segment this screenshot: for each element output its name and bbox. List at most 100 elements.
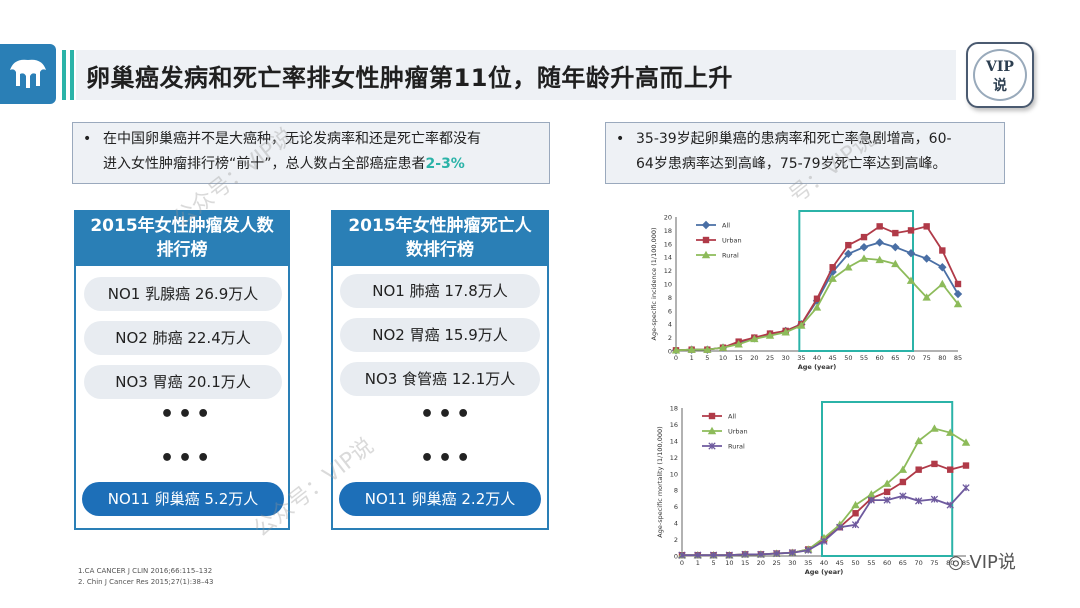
data-point-rural <box>938 279 947 288</box>
ellipsis: ••• <box>160 446 215 471</box>
x-tick-label: 55 <box>860 354 868 362</box>
x-axis-label: Age (year) <box>805 568 844 576</box>
x-axis-label: Age (year) <box>798 363 837 371</box>
y-tick-label: 16 <box>664 240 672 248</box>
y-axis-label: Age-specific mortality (1/100,000) <box>656 426 664 537</box>
rank-item-ovarian: NO11 卵巢癌 5.2万人 <box>82 482 284 516</box>
x-tick-label: 40 <box>820 559 828 567</box>
x-tick-label: 35 <box>797 354 805 362</box>
data-point-rural <box>899 492 907 500</box>
data-point-rural <box>671 346 681 354</box>
vip-badge: VIP 说 <box>966 42 1034 108</box>
bullet-box-left: • 在中国卵巢癌并不是大癌种，无论发病率和还是死亡率都没有 进入女性肿瘤排行榜“… <box>72 122 550 184</box>
x-tick-label: 85 <box>962 559 970 567</box>
logo-icon <box>10 59 46 88</box>
data-point-rural <box>765 331 775 339</box>
data-point-rural <box>875 255 884 264</box>
data-point-all <box>875 238 884 247</box>
data-point-urban <box>892 229 899 237</box>
data-point-urban <box>914 436 923 445</box>
x-tick-label: 40 <box>813 354 821 362</box>
reference-item: 1.CA CANCER J CLIN 2016;66:115–132 <box>78 567 213 575</box>
rank-item-ovarian: NO11 卵巢癌 2.2万人 <box>339 482 541 516</box>
legend-marker <box>708 442 716 450</box>
brand-text: VIP说 <box>969 552 1016 573</box>
x-tick-label: 15 <box>741 559 749 567</box>
x-tick-label: 50 <box>844 354 852 362</box>
x-tick-label: 5 <box>711 559 715 567</box>
rank-item: NO2 胃癌 15.9万人 <box>340 318 540 352</box>
x-tick-label: 65 <box>899 559 907 567</box>
data-point-rural <box>781 328 790 336</box>
data-point-rural <box>718 343 728 351</box>
bullet-line: 64岁患病率达到高峰，75-79岁死亡率达到高峰。 <box>636 156 947 172</box>
x-tick-label: 20 <box>750 354 758 362</box>
data-point-urban <box>845 241 852 249</box>
panel-title-line: 数排行榜 <box>406 240 474 260</box>
data-point-urban <box>923 223 930 230</box>
data-point-rural <box>867 496 875 504</box>
rank-item: NO1 肺癌 17.8万人 <box>340 274 540 308</box>
x-tick-label: 10 <box>719 354 727 362</box>
data-point-rural <box>797 321 806 329</box>
legend-label: All <box>728 413 736 421</box>
data-point-rural <box>962 484 970 492</box>
ellipsis: ••• <box>420 446 475 471</box>
bullet-box-right: • 35-39岁起卵巢癌的患病率和死亡率急剧增高，60- 64岁患病率达到高峰，… <box>605 122 1005 184</box>
x-tick-label: 5 <box>705 354 709 362</box>
data-point-urban <box>946 428 955 436</box>
data-point-rural <box>836 523 844 531</box>
y-tick-label: 8 <box>674 487 678 495</box>
y-tick-label: 14 <box>664 254 672 262</box>
data-point-rural <box>678 551 686 559</box>
x-tick-label: 1 <box>696 559 700 567</box>
incidence-rank-title: 2015年女性肿瘤发人数 排行榜 <box>74 210 290 266</box>
x-tick-label: 35 <box>804 559 812 567</box>
x-tick-label: 55 <box>867 559 875 567</box>
y-tick-label: 6 <box>674 503 678 511</box>
y-tick-label: 0 <box>674 553 678 561</box>
x-tick-label: 15 <box>735 354 743 362</box>
brand-watermark: ◎ VIP说 <box>948 548 1016 574</box>
bullet-line: 进入女性肿瘤排行榜“前十”，总人数占全部癌症患者2-3% <box>103 152 541 177</box>
data-point-rural <box>773 549 781 558</box>
legend-marker <box>702 236 710 244</box>
data-point-all <box>953 289 963 299</box>
x-tick-label: 75 <box>923 354 931 362</box>
badge-text: 说 <box>993 78 1007 94</box>
badge-text: VIP <box>986 59 1014 75</box>
data-point-all <box>906 248 916 258</box>
x-tick-label: 70 <box>907 354 915 362</box>
y-tick-label: 2 <box>674 536 678 544</box>
x-tick-label: 75 <box>930 559 938 567</box>
data-point-rural <box>844 263 853 271</box>
legend-label: Rural <box>728 443 745 451</box>
y-tick-label: 12 <box>664 267 672 275</box>
x-tick-label: 45 <box>829 354 837 362</box>
y-tick-label: 0 <box>668 348 672 356</box>
legend-marker <box>708 412 716 420</box>
x-tick-label: 10 <box>725 559 733 567</box>
data-point-rural <box>915 497 923 505</box>
title-bar <box>76 50 956 100</box>
legend-marker <box>707 426 717 435</box>
legend-label: Rural <box>722 252 739 260</box>
data-point-urban <box>867 490 876 498</box>
y-tick-label: 18 <box>670 405 678 413</box>
y-tick-label: 18 <box>664 227 672 235</box>
data-point-urban <box>898 465 908 473</box>
x-tick-label: 70 <box>915 559 923 567</box>
x-tick-label: 60 <box>876 354 884 362</box>
legend-label: Urban <box>722 237 742 245</box>
data-point-rural <box>804 546 812 554</box>
data-point-rural <box>922 293 931 301</box>
data-point-rural <box>820 537 828 545</box>
data-point-rural <box>788 549 797 557</box>
y-tick-label: 4 <box>674 520 678 528</box>
data-point-rural <box>930 495 939 503</box>
mortality-rank-title: 2015年女性肿瘤死亡人 数排行榜 <box>331 210 549 266</box>
y-tick-label: 10 <box>664 281 672 289</box>
x-tick-label: 80 <box>946 559 954 567</box>
x-tick-label: 80 <box>938 354 946 362</box>
